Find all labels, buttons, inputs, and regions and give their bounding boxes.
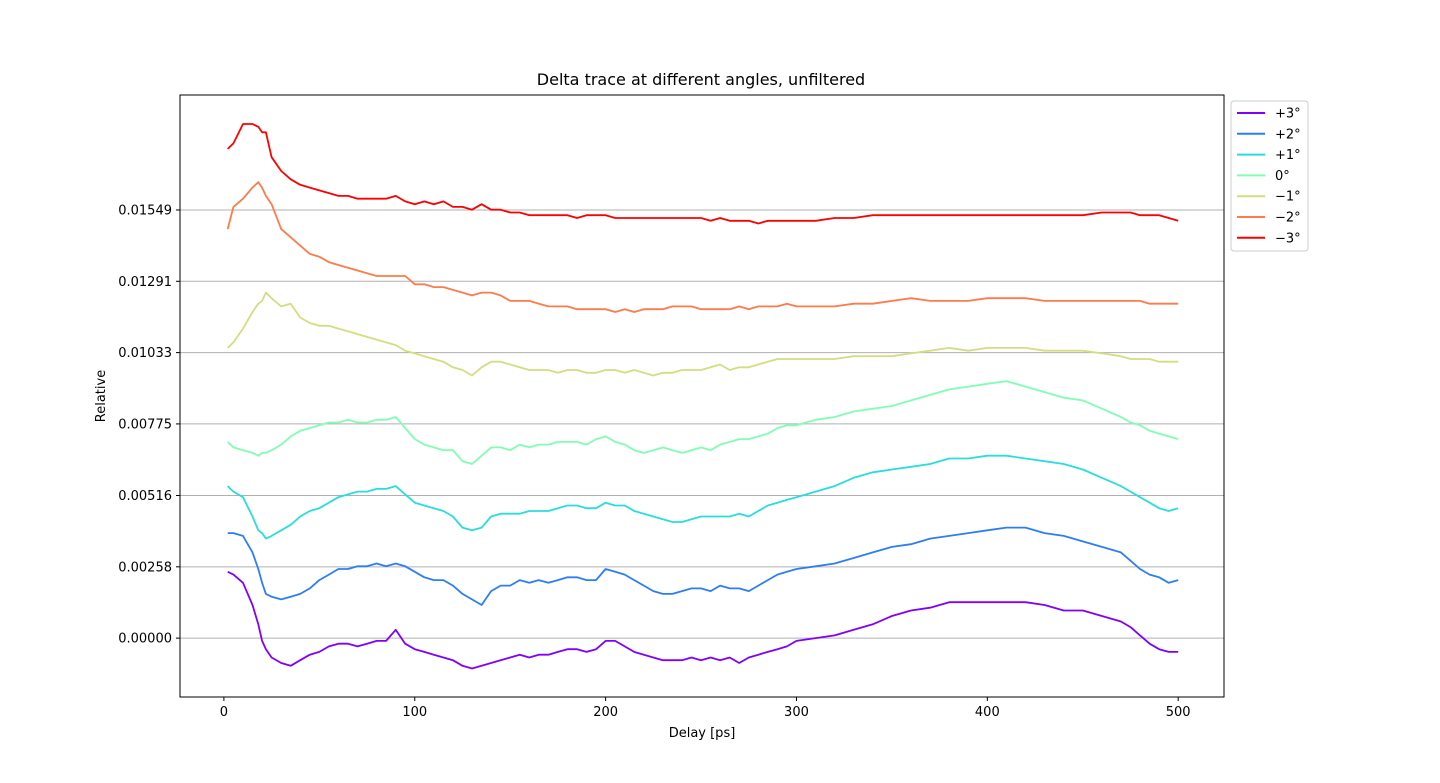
legend-label: +3° — [1275, 107, 1301, 122]
x-axis: 0 100 200 300 400 500 — [220, 697, 1191, 720]
x-axis-label: Delay [ps] — [669, 726, 736, 741]
series-layer — [226, 123, 1179, 670]
series-line-3 — [227, 380, 1179, 465]
legend-box — [1230, 100, 1309, 252]
legend-label: 0° — [1275, 169, 1290, 184]
legend-label: −1° — [1275, 190, 1301, 205]
y-tick-label: 0.00258 — [118, 560, 172, 575]
series-line-6 — [227, 123, 1179, 225]
legend-label: +1° — [1275, 148, 1301, 163]
x-tick-label: 0 — [220, 705, 228, 720]
legend-label: −2° — [1275, 211, 1301, 226]
x-tick-label: 500 — [1166, 705, 1191, 720]
x-tick-label: 300 — [784, 705, 809, 720]
x-tick-label: 400 — [975, 705, 1000, 720]
series-line-2 — [227, 454, 1179, 540]
legend: +3° +2° +1° 0° −1° −2° −3° — [1230, 100, 1309, 252]
plot-frame — [179, 94, 1225, 698]
x-tick-label: 100 — [402, 705, 427, 720]
y-tick-label: 0.00000 — [118, 632, 172, 647]
y-axis: 0.00000 0.00258 0.00516 0.00775 0.01033 0.012… — [118, 203, 180, 647]
series-line-4 — [227, 291, 1179, 377]
y-tick-label: 0.00516 — [118, 489, 172, 504]
series-line-0 — [227, 570, 1179, 670]
y-tick-label: 0.01291 — [118, 275, 172, 290]
y-axis-label: Relative — [94, 370, 109, 422]
series-line-1 — [227, 526, 1179, 606]
legend-label: −3° — [1275, 231, 1301, 246]
x-tick-label: 200 — [593, 705, 618, 720]
chart-title: Delta trace at different angles, unfilte… — [537, 70, 865, 89]
y-tick-label: 0.01033 — [118, 346, 172, 361]
y-tick-label: 0.00775 — [118, 417, 172, 432]
legend-label: +2° — [1275, 127, 1301, 142]
series-line-5 — [226, 181, 1179, 313]
y-tick-label: 0.01549 — [118, 203, 172, 218]
